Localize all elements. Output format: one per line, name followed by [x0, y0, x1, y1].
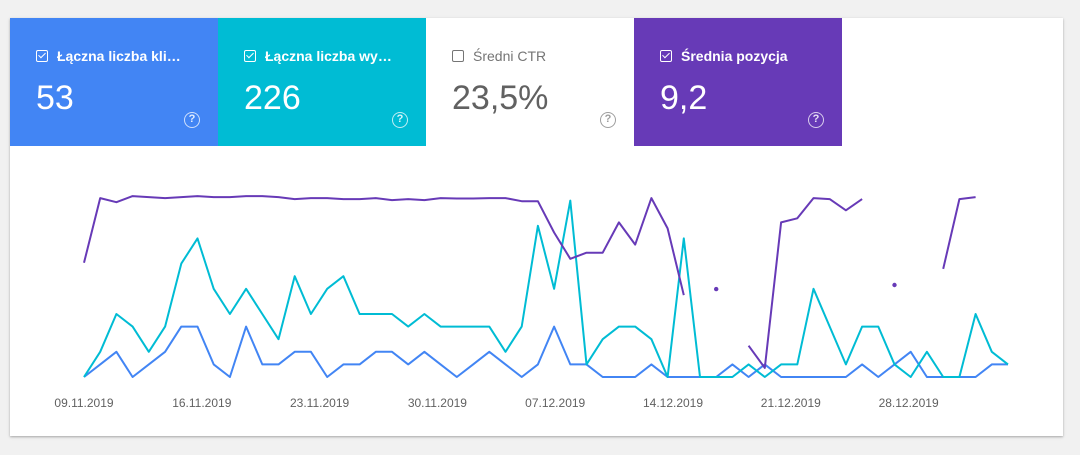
x-tick-label: 28.12.2019 [879, 396, 939, 410]
metric-header: Łączna liczba wy… [244, 48, 392, 64]
metric-impressions[interactable]: Łączna liczba wy… 226 ? [218, 18, 426, 146]
metric-value: 226 [244, 79, 301, 117]
x-tick-label: 09.11.2019 [54, 396, 113, 410]
metric-value: 23,5% [452, 79, 549, 117]
performance-chart: 09.11.2019 16.11.2019 23.11.2019 30.11.2019… [54, 195, 1009, 410]
position-series-line [747, 197, 863, 369]
position-series-line [942, 196, 976, 270]
checkbox-icon[interactable] [452, 50, 464, 62]
metric-tabs: Łączna liczba klik… 53 ? Łączna liczba w… [10, 18, 842, 146]
metric-value: 53 [36, 79, 74, 117]
x-tick-label: 16.11.2019 [172, 396, 231, 410]
checkbox-icon[interactable] [36, 50, 48, 62]
help-icon[interactable]: ? [184, 112, 200, 128]
impressions-series-line [83, 199, 1009, 378]
metric-header: Średnia pozycja [660, 48, 788, 64]
x-tick-label: 30.11.2019 [408, 396, 467, 410]
performance-card: Łączna liczba klik… 53 ? Łączna liczba w… [10, 18, 1063, 436]
metric-ctr[interactable]: Średni CTR 23,5% ? [426, 18, 634, 146]
checkbox-icon[interactable] [660, 50, 672, 62]
help-icon[interactable]: ? [600, 112, 616, 128]
metric-position[interactable]: Średnia pozycja 9,2 ? [634, 18, 842, 146]
help-icon[interactable]: ? [392, 112, 408, 128]
help-icon[interactable]: ? [808, 112, 824, 128]
checkbox-icon[interactable] [244, 50, 256, 62]
x-tick-label: 21.12.2019 [761, 396, 821, 410]
x-tick-label: 14.12.2019 [643, 396, 703, 410]
position-series-line [83, 195, 685, 296]
clicks-series-line [83, 325, 1008, 378]
metric-clicks[interactable]: Łączna liczba klik… 53 ? [10, 18, 218, 146]
metric-value: 9,2 [660, 79, 708, 117]
metric-header: Średni CTR [452, 48, 546, 64]
metric-header: Łączna liczba klik… [36, 48, 185, 64]
x-tick-label: 07.12.2019 [525, 396, 585, 410]
position-point [892, 282, 897, 288]
position-point [714, 286, 719, 292]
x-tick-label: 23.11.2019 [290, 396, 349, 410]
